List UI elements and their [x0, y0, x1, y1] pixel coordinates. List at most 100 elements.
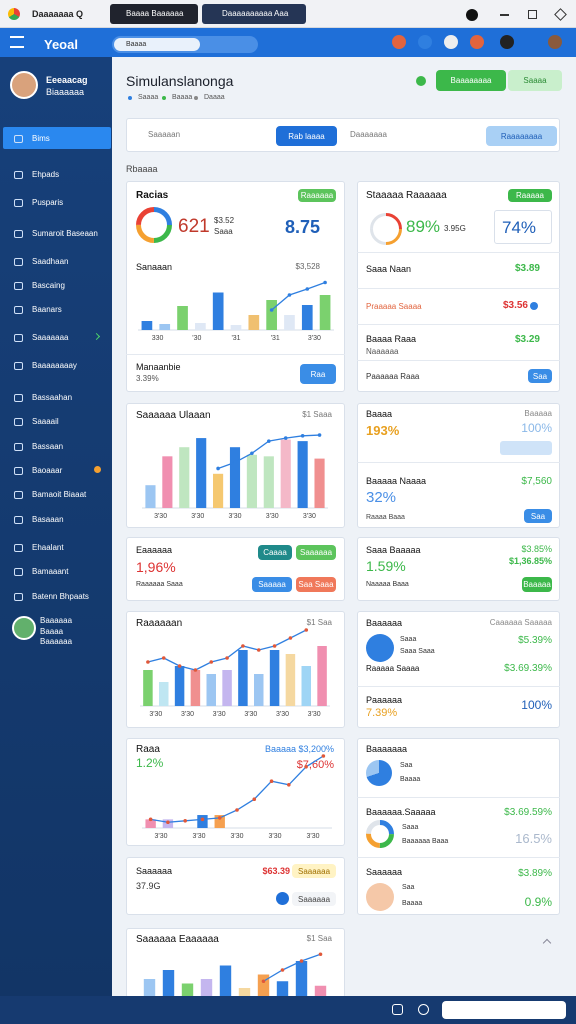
nav-icon	[14, 199, 23, 207]
button[interactable]: Saa Saaa	[296, 577, 336, 592]
button	[500, 441, 552, 455]
tab	[110, 4, 198, 24]
nav-item[interactable]: Sumaroit Baseaan	[32, 229, 98, 238]
metric: 100%	[521, 421, 552, 435]
button[interactable]: Saaaaa	[252, 577, 292, 592]
metric: 89%	[406, 217, 441, 236]
tab	[202, 4, 306, 24]
nav-item[interactable]: Bassaahan	[32, 393, 73, 402]
nav-item[interactable]: Saaaaaaa	[32, 333, 69, 342]
bar	[269, 650, 280, 706]
bar	[162, 456, 173, 508]
nav-icon	[14, 394, 23, 402]
bar	[266, 300, 277, 330]
legend-text: Baaaa	[172, 94, 193, 101]
bar	[206, 674, 216, 706]
card-value: $1 Saa	[306, 618, 332, 627]
metric-small: $3.52	[214, 216, 235, 225]
mini-chart: 3'30 3'30 3'30 3'30 3'30 3'30	[140, 628, 330, 718]
trend-point	[225, 656, 229, 660]
nav-item[interactable]: Bassaan	[32, 442, 64, 451]
metric: 32%	[366, 489, 397, 506]
bottom-input	[442, 1001, 566, 1019]
filter-button[interactable]: Rab laaaa	[276, 126, 337, 146]
bar	[238, 650, 248, 706]
primary-button[interactable]: Baaaaaaaa	[436, 70, 506, 91]
row-label: Saa	[402, 884, 415, 891]
header-icon	[500, 35, 514, 49]
nav-item[interactable]: Bims	[32, 134, 50, 143]
nav-icon	[14, 282, 23, 290]
status-dot	[530, 302, 538, 310]
metric: 1.2%	[136, 756, 164, 770]
x-tick-label: '31	[271, 335, 280, 342]
nav-item[interactable]: Bamaoit Biaaat	[32, 490, 87, 499]
card-title: Baaaaaa	[366, 618, 403, 628]
nav-item[interactable]: Bascaing	[32, 281, 65, 290]
nav-item[interactable]: Pusparis	[32, 198, 64, 207]
trend-point	[241, 644, 245, 648]
badge[interactable]: Raaaaa	[508, 189, 552, 202]
metric: $7,60%	[296, 759, 334, 771]
trend-point	[272, 644, 277, 648]
nav-item[interactable]: Saadhaan	[32, 257, 69, 266]
trend-point	[193, 668, 198, 672]
card-value: Caaaaaa Saaaaa	[489, 618, 552, 627]
donut-icon	[136, 207, 172, 243]
tab-title: Daaaaaaaaaa Aaa	[222, 9, 289, 18]
avatar	[10, 71, 38, 99]
bar	[276, 981, 289, 997]
button[interactable]: Caaaa	[258, 545, 292, 560]
legend-text: Daaaa	[204, 94, 225, 101]
divider	[357, 686, 560, 687]
x-tick-label: 3'30	[181, 711, 194, 718]
refresh-icon	[416, 76, 426, 86]
nav-item[interactable]: Baaaaaaaay	[32, 361, 77, 370]
nav-icon	[14, 491, 23, 499]
nav-item[interactable]: Baanars	[32, 305, 62, 314]
trend-point	[288, 636, 293, 640]
nav-icon	[14, 418, 23, 426]
x-tick-label: 3'30	[276, 711, 289, 718]
donut-segment	[366, 820, 394, 848]
filter-button2[interactable]: Raaaaaaaa	[486, 126, 557, 146]
trend-point	[304, 628, 309, 632]
nav-item[interactable]: Baoaaar	[32, 466, 63, 475]
card-value: Baaaaa $3,200%	[264, 744, 334, 754]
badge[interactable]: Raaaaaa	[298, 189, 336, 202]
trend-point	[269, 308, 274, 312]
user-role: Biaaaaaa	[46, 87, 85, 97]
card-button[interactable]: Baaaaa	[522, 577, 552, 592]
secondary-button[interactable]: Saaaa	[508, 70, 562, 91]
metric: 100%	[521, 698, 552, 712]
nav-item[interactable]: Ehpads	[32, 170, 60, 179]
profile-avatar	[12, 616, 36, 640]
x-tick-label: '30	[192, 335, 201, 342]
card-button[interactable]: Raa	[300, 364, 336, 384]
row-value: $3.69.39%	[504, 663, 552, 674]
card-title: Baaaaaaa	[366, 744, 408, 754]
bar	[200, 979, 213, 997]
badge[interactable]: Saaaaaa	[292, 864, 336, 878]
search-text: Baaaa	[126, 41, 147, 48]
header-icon	[548, 35, 562, 49]
trend-point	[304, 765, 308, 769]
nav-icon	[14, 516, 23, 524]
card-value: $1 Saa	[306, 934, 332, 943]
card-button[interactable]: Saa	[528, 369, 552, 383]
trend-point	[233, 460, 237, 465]
bar	[181, 983, 194, 997]
button[interactable]: Saaaaaa	[296, 545, 336, 560]
donut-segment	[366, 820, 394, 848]
button[interactable]: Saaaaaa	[292, 892, 336, 906]
nav-item[interactable]: Bamaaant	[32, 567, 69, 576]
nav-item[interactable]: Saaaail	[32, 417, 59, 426]
nav-item[interactable]: Batenn Bhpaats	[32, 592, 89, 601]
card-button[interactable]: Saa	[524, 509, 552, 523]
bar	[190, 670, 201, 706]
nav-item[interactable]: Basaaan	[32, 515, 64, 524]
nav-icon	[14, 362, 23, 370]
bar	[197, 815, 208, 828]
nav-item[interactable]: Ehaalant	[32, 543, 64, 552]
card-title: Eaaaaaa	[136, 545, 173, 555]
